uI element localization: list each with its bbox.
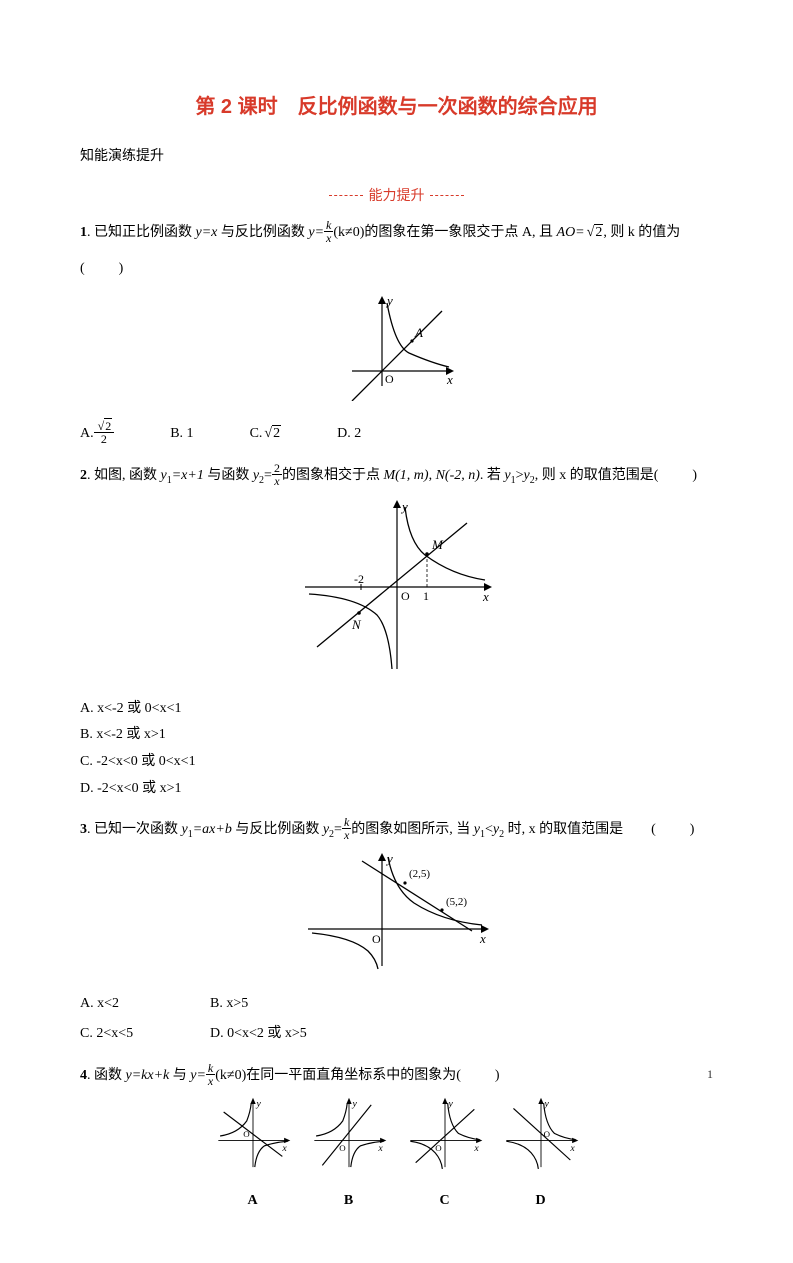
svg-text:1: 1 [423,589,429,603]
q3-options-row2: C. 2<x<5 D. 0<x<2 或 x>5 [80,1020,713,1048]
svg-text:O: O [339,1143,346,1153]
dash-left [329,195,363,196]
q2-text-a: . 如图, 函数 [87,468,161,483]
q3-figure: (2,5) (5,2) y x O [302,851,492,971]
q1-frac-kx: kx [324,219,333,244]
q2-number: 2 [80,468,87,483]
svg-text:O: O [435,1143,442,1153]
q3-options-row1: A. x<2 B. x>5 [80,990,713,1018]
svg-text:(2,5): (2,5) [409,868,430,880]
svg-text:O: O [385,372,394,386]
problem-4: 4. 函数 y=kx+k 与 y=kx(k≠0)在同一平面直角坐标系中的图象为(… [80,1062,713,1215]
q1-text-a: . 已知正比例函数 [87,225,196,240]
svg-text:O: O [243,1129,250,1139]
q1-optA: A.22 [80,420,114,448]
q1-number: 1 [80,225,87,240]
q1-sqrt2: 2 [585,219,604,247]
page-title: 第 2 课时 反比例函数与一次函数的综合应用 [80,90,713,119]
q4-figA: y x O A [211,1096,295,1215]
svg-text:O: O [543,1129,550,1139]
q1-text-c: 的图象在第一象限交于点 A, 且 [364,225,556,240]
svg-text:y: y [255,1099,261,1110]
q2-optD: D. -2<x<0 或 x>1 [80,776,713,803]
q2-optA: A. x<-2 或 0<x<1 [80,696,713,723]
q1-optD: D. 2 [337,420,361,448]
q1-paren: ( ) [80,261,125,276]
q4-figC: y x O C [403,1096,487,1215]
svg-text:y: y [447,1099,453,1110]
q2-figure: y x O 1 -2 M N [297,497,497,677]
svg-text:x: x [479,931,486,946]
section-banner: 能力提升 [80,185,713,205]
q1-eq2-y: y= [308,225,324,240]
svg-text:N: N [351,617,362,632]
svg-text:A: A [414,325,423,340]
svg-text:O: O [372,932,381,946]
q4-figD: y x O D [499,1096,583,1215]
q1-ao: AO= [557,225,585,240]
svg-text:y: y [351,1099,357,1110]
svg-text:x: x [281,1143,287,1154]
svg-text:y: y [400,499,408,514]
svg-text:(5,2): (5,2) [446,896,467,908]
svg-text:y: y [385,293,393,308]
problem-2: 2. 如图, 函数 y1=x+1 与函数 y2=2x的图象相交于点 M(1, m… [80,462,713,802]
q1-figure: y x O A [337,291,457,401]
svg-text:M: M [431,537,444,552]
q1-cond: (k≠0) [333,225,364,240]
svg-text:O: O [401,589,410,603]
q3-optB: B. x>5 [210,990,340,1018]
svg-text:x: x [482,589,489,604]
svg-text:x: x [473,1143,479,1154]
q2-optB: B. x<-2 或 x>1 [80,722,713,749]
q1-optC: C.2 [250,420,282,448]
problem-3: 3. 已知一次函数 y1=ax+b 与反比例函数 y2=kx的图象如图所示, 当… [80,816,713,1048]
q1-text-b: 与反比例函数 [217,225,308,240]
q3-optC: C. 2<x<5 [80,1020,210,1048]
q4-figB: y x O B [307,1096,391,1215]
svg-text:x: x [569,1143,575,1154]
section-label: 能力提升 [367,187,427,203]
svg-text:y: y [543,1099,549,1110]
dash-right [430,195,464,196]
q1-text-d: , 则 k 的值为 [603,225,680,240]
q3-optD: D. 0<x<2 或 x>5 [210,1020,340,1048]
q1-eq1: y=x [196,225,218,240]
q3-optA: A. x<2 [80,990,210,1018]
q2-options: A. x<-2 或 0<x<1 B. x<-2 或 x>1 C. -2<x<0 … [80,696,713,802]
svg-text:-2: -2 [354,572,364,586]
svg-text:x: x [446,372,453,387]
problem-1: 1. 已知正比例函数 y=x 与反比例函数 y=kx(k≠0)的图象在第一象限交… [80,219,713,448]
svg-text:y: y [385,851,393,866]
svg-text:x: x [377,1143,383,1154]
q1-options: A.22 B. 1 C.2 D. 2 [80,420,713,448]
page-number: 1 [707,1067,713,1082]
q2-optC: C. -2<x<0 或 0<x<1 [80,749,713,776]
q1-optB: B. 1 [170,420,193,448]
subheading: 知能演练提升 [80,145,713,165]
